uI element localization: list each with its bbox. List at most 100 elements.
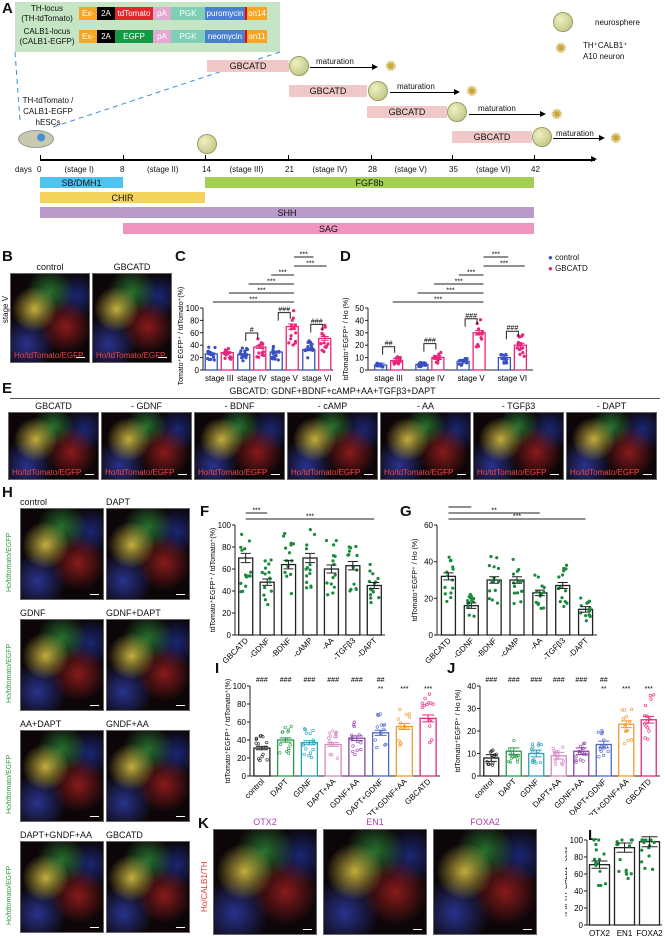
data-point bbox=[263, 559, 267, 563]
factor-chir: CHIR bbox=[40, 192, 205, 203]
data-point bbox=[516, 757, 520, 761]
error-bar bbox=[369, 582, 380, 589]
data-point bbox=[628, 720, 632, 724]
error-bar bbox=[283, 559, 294, 570]
micrograph-gbcatd: Ho/tdTomato/EGFP bbox=[92, 273, 172, 363]
neurosphere-icon bbox=[447, 102, 467, 122]
error-bar bbox=[485, 754, 497, 762]
gbcatd-stage-vi: GBCATD bbox=[452, 131, 532, 143]
stage-label: (stage I) bbox=[64, 165, 94, 174]
y-tick-label: 20 bbox=[222, 609, 231, 618]
data-point bbox=[243, 547, 247, 551]
data-point bbox=[495, 601, 500, 605]
data-point bbox=[407, 715, 412, 719]
data-point bbox=[294, 331, 298, 335]
neuron-icon: ✺ bbox=[551, 106, 563, 122]
data-point bbox=[488, 589, 492, 593]
stage-label: (stage II) bbox=[147, 165, 179, 174]
y-tick-label: 0 bbox=[360, 366, 365, 375]
significance-bracket bbox=[464, 318, 478, 327]
x-tick-label: stage III bbox=[205, 374, 233, 383]
data-point bbox=[334, 732, 338, 736]
data-point bbox=[520, 589, 524, 593]
panel-label-f: F bbox=[200, 503, 210, 520]
maturation-label: maturation bbox=[556, 129, 594, 138]
data-point bbox=[244, 356, 248, 360]
data-point bbox=[327, 731, 332, 735]
data-point bbox=[551, 746, 555, 750]
day-label: 28 bbox=[368, 165, 377, 174]
data-point bbox=[563, 589, 568, 593]
k-caption: Ho/CALB1/TH bbox=[200, 861, 209, 912]
data-point bbox=[625, 872, 629, 876]
error-bar bbox=[508, 747, 520, 756]
error-bar bbox=[350, 735, 363, 741]
data-point bbox=[427, 692, 432, 696]
data-point bbox=[283, 570, 287, 574]
data-point bbox=[423, 696, 427, 700]
timeline-tick bbox=[205, 155, 206, 160]
error-bar bbox=[459, 358, 468, 364]
chart-c: tdTomato⁺EGFP⁺ / tdTomato⁺(%) 0 20 40 60 80 10… bbox=[178, 252, 333, 385]
significance-hash: ### bbox=[327, 677, 339, 684]
bar bbox=[463, 605, 479, 636]
data-point bbox=[265, 758, 269, 762]
data-point bbox=[239, 581, 243, 585]
data-point bbox=[323, 325, 327, 329]
data-point bbox=[563, 599, 567, 604]
error-bar bbox=[553, 751, 565, 760]
data-point bbox=[531, 750, 535, 754]
significance-label: ### bbox=[424, 338, 436, 345]
comparison-label: *** bbox=[252, 508, 260, 515]
data-point bbox=[439, 350, 443, 355]
data-point bbox=[539, 606, 543, 611]
data-point bbox=[649, 697, 653, 701]
data-point bbox=[263, 566, 268, 570]
significance-hash: ## bbox=[600, 677, 608, 684]
significance-hash: ### bbox=[508, 677, 520, 684]
data-point bbox=[512, 591, 517, 595]
h-caption: Ho/tdtomato/EGFP bbox=[6, 754, 13, 814]
error-bar bbox=[239, 353, 248, 356]
significance-hash: ### bbox=[530, 677, 542, 684]
data-point bbox=[384, 742, 388, 747]
data-point bbox=[540, 584, 544, 588]
data-point bbox=[258, 758, 262, 762]
error-bar bbox=[530, 749, 542, 758]
data-point bbox=[485, 760, 489, 764]
data-point bbox=[493, 588, 497, 593]
micrograph-e: Ho/tdTomato/EGFP bbox=[101, 412, 192, 480]
data-point bbox=[536, 743, 540, 747]
data-point bbox=[369, 596, 373, 600]
y-tick-label: 0 bbox=[472, 772, 477, 781]
data-point bbox=[263, 572, 267, 576]
data-point bbox=[487, 563, 491, 568]
data-point bbox=[598, 869, 602, 873]
x-tick-label: control bbox=[243, 777, 267, 801]
data-point bbox=[519, 347, 524, 351]
y-tick-label: 40 bbox=[355, 316, 364, 325]
y-tick-label: 80 bbox=[574, 853, 583, 862]
significance-star: *** bbox=[645, 686, 653, 693]
data-point bbox=[371, 590, 375, 594]
y-tick-label: 30 bbox=[355, 329, 364, 338]
panel-label-b: B bbox=[2, 248, 13, 265]
chart-j: tdTomato⁺EGFP⁺ / Ho (%)010203040###contr… bbox=[455, 677, 660, 815]
data-point bbox=[267, 562, 271, 566]
x-tick-label: -BDNF bbox=[269, 636, 293, 660]
legend-neurosphere: neurosphere bbox=[595, 18, 640, 27]
data-point bbox=[542, 585, 546, 589]
maturation-label: maturation bbox=[397, 82, 435, 91]
data-point bbox=[476, 344, 481, 348]
significance-hash: ### bbox=[280, 677, 292, 684]
y-tick-label: 20 bbox=[190, 354, 199, 363]
data-point bbox=[574, 760, 578, 764]
data-point bbox=[319, 342, 323, 346]
data-point bbox=[420, 705, 424, 709]
error-bar bbox=[512, 576, 522, 584]
data-point bbox=[269, 558, 273, 562]
bar bbox=[555, 584, 571, 636]
panel-label-i: I bbox=[215, 660, 220, 677]
data-point bbox=[354, 544, 358, 549]
data-point bbox=[541, 606, 546, 610]
